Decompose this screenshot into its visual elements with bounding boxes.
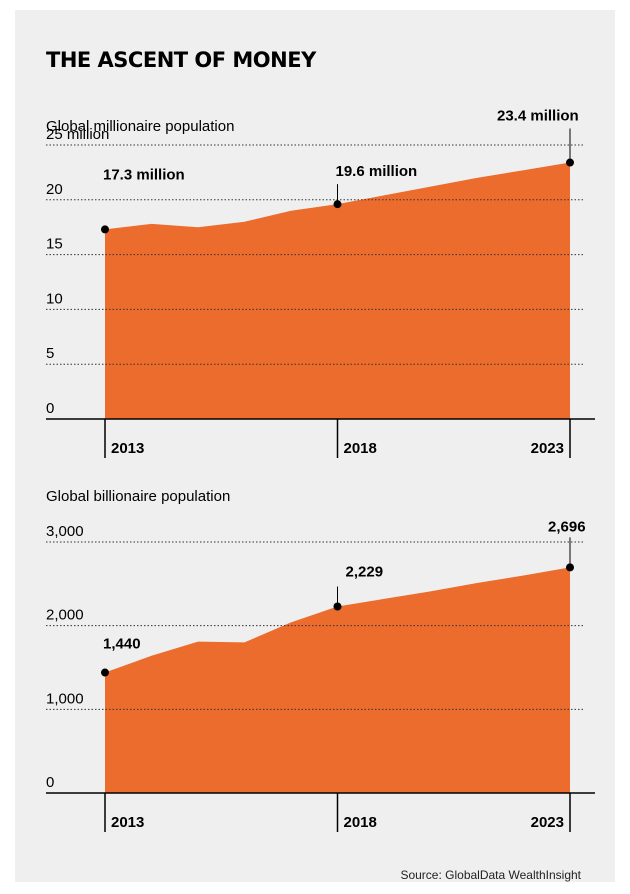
billionaire-area-chart: 0 1,000 2,000 3,000 2013 2018 2023 1,440 2,229 2,… bbox=[46, 518, 595, 832]
x-tick-label: 2023 bbox=[531, 440, 564, 457]
x-tick-label: 2023 bbox=[531, 814, 564, 831]
y-tick-label: 0 bbox=[46, 774, 54, 791]
y-tick-label: 10 bbox=[46, 290, 63, 307]
data-label: 2,696 bbox=[548, 518, 586, 535]
y-tick-label: 20 bbox=[46, 181, 63, 198]
data-label: 19.6 million bbox=[336, 163, 418, 180]
y-tick-label: 2,000 bbox=[46, 607, 84, 624]
source-note: Source: GlobalData WealthInsight bbox=[400, 868, 581, 882]
data-point bbox=[101, 668, 109, 677]
data-point bbox=[333, 602, 342, 611]
data-label: 23.4 million bbox=[497, 108, 579, 125]
y-tick-label: 15 bbox=[46, 236, 63, 253]
data-label: 2,229 bbox=[346, 564, 384, 581]
infographic-panel: THE ASCENT OF MONEY Global millionaire p… bbox=[15, 10, 615, 882]
chart-title-millionaires: Global millionaire population bbox=[46, 118, 235, 135]
data-point bbox=[101, 225, 109, 234]
chart-title-billionaires: Global billionaire population bbox=[46, 488, 231, 505]
y-tick-label: 3,000 bbox=[46, 523, 84, 540]
y-tick-label: 5 bbox=[46, 345, 54, 362]
area-series bbox=[105, 567, 570, 793]
data-point bbox=[566, 158, 574, 167]
data-point bbox=[566, 563, 574, 572]
area-series bbox=[105, 162, 570, 419]
millionaire-area-chart: 0 5 10 15 20 25 million 2013 2018 2023 17.3 milli… bbox=[46, 108, 595, 458]
x-tick-label: 2018 bbox=[344, 814, 377, 831]
y-tick-label: 0 bbox=[46, 400, 54, 417]
infographic-title: THE ASCENT OF MONEY bbox=[46, 48, 316, 72]
data-point bbox=[333, 200, 342, 209]
x-tick-label: 2013 bbox=[111, 440, 144, 457]
y-tick-label: 1,000 bbox=[46, 690, 84, 707]
data-label: 17.3 million bbox=[103, 166, 185, 183]
data-label: 1,440 bbox=[103, 636, 141, 653]
x-tick-label: 2013 bbox=[111, 814, 144, 831]
x-tick-label: 2018 bbox=[344, 440, 377, 457]
y-tick-label: 25 million bbox=[46, 126, 109, 143]
